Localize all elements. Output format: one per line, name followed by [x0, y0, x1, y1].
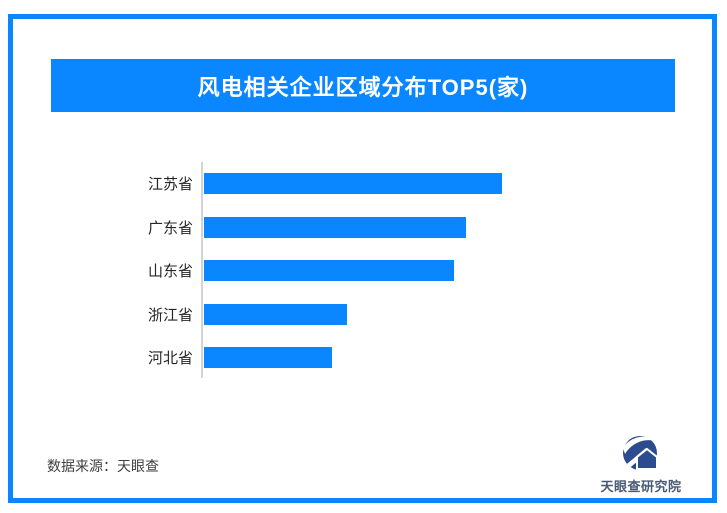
bar — [204, 347, 333, 368]
chart-title-banner: 风电相关企业区域分布TOP5(家) — [51, 59, 675, 112]
bar-row: 浙江省 — [131, 303, 348, 325]
chart-title: 风电相关企业区域分布TOP5(家) — [197, 74, 529, 100]
bar-label: 广东省 — [147, 219, 193, 237]
bar — [204, 260, 455, 281]
bar-row: 江苏省 — [131, 173, 502, 194]
bar-label: 河北省 — [147, 350, 193, 367]
bar-label: 江苏省 — [147, 176, 193, 193]
bar — [204, 216, 467, 238]
bar-row: 河北省 — [131, 347, 333, 368]
outer-frame-border — [8, 14, 717, 503]
category-axis-line — [201, 162, 203, 378]
bar-row: 山东省 — [131, 260, 455, 281]
bar-row: 广东省 — [131, 216, 467, 238]
bar — [204, 173, 502, 194]
bar — [204, 303, 348, 325]
bar-label: 山东省 — [147, 263, 193, 280]
data-source-label: 数据来源：天眼查 — [47, 458, 159, 474]
bar-rows: 江苏省广东省山东省浙江省河北省 — [131, 163, 701, 379]
tianyancha-logo: 天眼查研究院 — [597, 433, 685, 495]
tianyancha-logo-icon — [622, 436, 658, 471]
tianyancha-logo-label: 天眼查研究院 — [600, 479, 682, 494]
bar-label: 浙江省 — [147, 306, 193, 324]
